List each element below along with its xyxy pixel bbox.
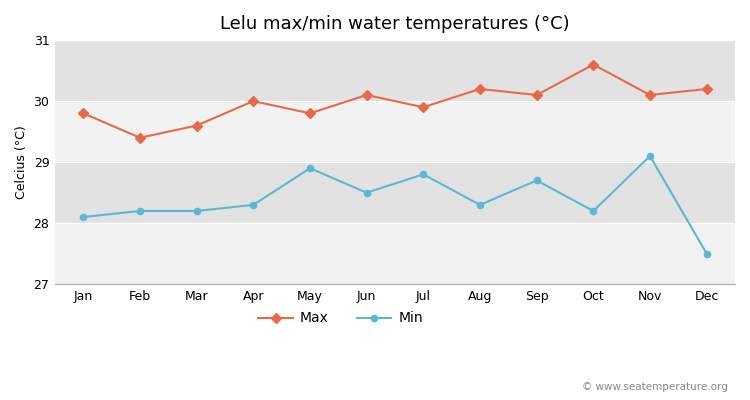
Max — [79, 111, 88, 116]
Max — [646, 93, 655, 98]
Max — [136, 135, 145, 140]
Max — [476, 86, 484, 91]
Max — [589, 62, 598, 67]
Bar — [55, 101, 735, 162]
Min — [419, 172, 428, 177]
Legend: Max, Min: Max, Min — [253, 306, 428, 331]
Min — [79, 215, 88, 220]
Min — [646, 154, 655, 158]
Min — [305, 166, 314, 171]
Min — [702, 251, 711, 256]
Min — [476, 202, 484, 207]
Max — [362, 93, 371, 98]
Max — [702, 86, 711, 91]
Min — [532, 178, 542, 183]
Y-axis label: Celcius (°C): Celcius (°C) — [15, 125, 28, 199]
Min — [589, 208, 598, 213]
Max — [192, 123, 201, 128]
Min — [136, 208, 145, 213]
Bar — [55, 40, 735, 101]
Bar — [55, 162, 735, 223]
Min — [362, 190, 371, 195]
Max — [305, 111, 314, 116]
Max — [249, 99, 258, 104]
Bar — [55, 223, 735, 284]
Max — [419, 105, 428, 110]
Min — [249, 202, 258, 207]
Line: Min: Min — [80, 153, 710, 257]
Min — [192, 208, 201, 213]
Line: Max: Max — [80, 61, 710, 141]
Text: © www.seatemperature.org: © www.seatemperature.org — [582, 382, 728, 392]
Max — [532, 93, 542, 98]
Title: Lelu max/min water temperatures (°C): Lelu max/min water temperatures (°C) — [220, 15, 570, 33]
